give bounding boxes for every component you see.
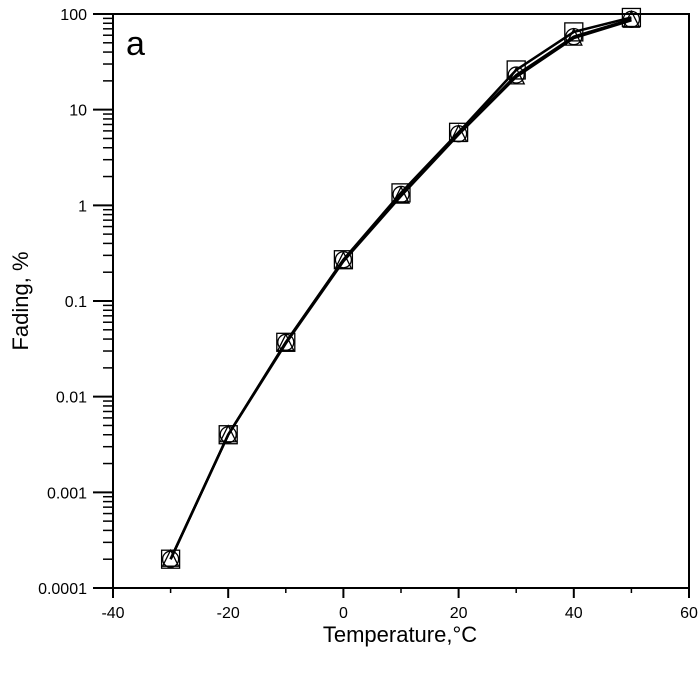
x-axis-label-text: Temperature, [323,622,453,647]
data-point-triangle [507,66,526,85]
data-point-triangle [391,185,411,204]
series-line-triangles [169,19,632,560]
y-tick-label: 10 [69,103,87,120]
y-tick-label: 100 [60,7,87,24]
data-point-triangle [564,27,583,46]
y-tick-label: 1 [78,198,87,215]
y-axis-label: Fading, % [8,251,33,350]
x-axis-unit: °C [452,622,477,647]
data-point-square [564,22,584,42]
x-tick-label: 20 [450,605,468,622]
data-point-triangle [219,424,238,443]
y-tick-label: 0.01 [56,390,87,407]
data-point-triangle [449,124,468,143]
data-point-triangle [334,250,353,269]
x-tick-label: -20 [217,605,240,622]
data-point-triangle [622,9,641,28]
x-tick-label: 60 [680,605,698,622]
plot-frame [112,13,690,589]
data-point-triangle [276,332,295,352]
panel-label: a [126,25,145,63]
data-point-square [621,7,642,28]
y-tick-label: 0.0001 [38,581,87,598]
x-tick-label: -40 [101,605,124,622]
x-tick-label: 0 [339,605,348,622]
y-tick-label: 0.001 [47,485,87,502]
x-axis-label: Temperature,°C [323,622,477,647]
data-point-triangle [161,548,180,567]
x-tick-label: 40 [565,605,583,622]
series-line-circles [169,18,632,560]
y-tick-label: 0.1 [65,294,87,311]
data-point-square [506,60,526,80]
series-line-squares [169,16,632,560]
